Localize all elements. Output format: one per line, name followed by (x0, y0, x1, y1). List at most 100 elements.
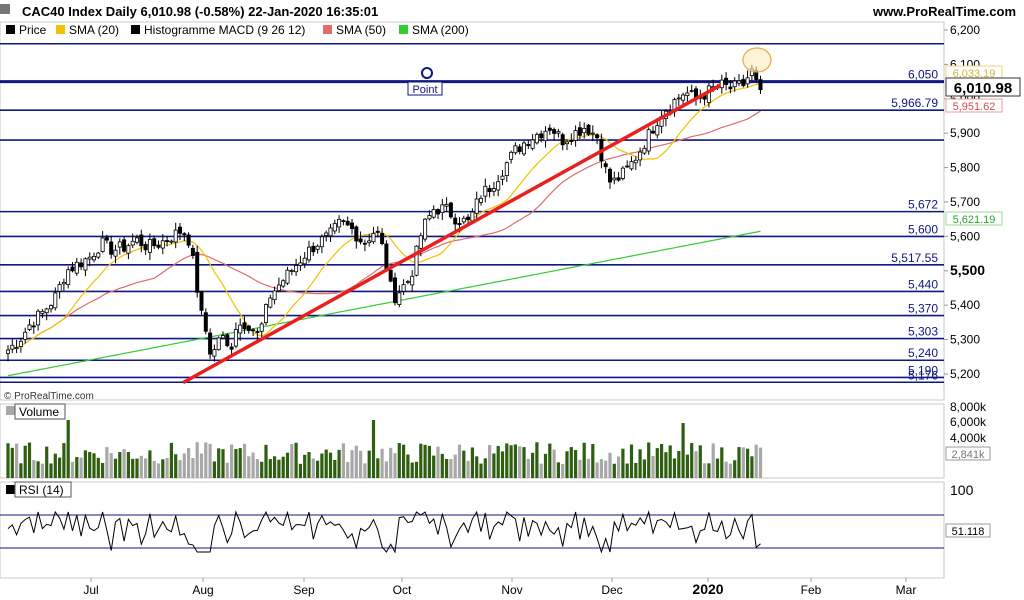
candle-body (349, 222, 354, 230)
volume-bar (488, 444, 492, 478)
volume-bar (212, 461, 216, 478)
candle-body (70, 266, 75, 272)
legend-swatch-sma50 (323, 25, 332, 34)
volume-bar (664, 452, 668, 478)
volume-bar (238, 448, 242, 478)
candle-body (345, 220, 350, 226)
volume-bar (621, 448, 625, 478)
candle-body (6, 349, 11, 354)
candle-body (152, 238, 157, 247)
volume-bar (225, 462, 229, 478)
candle-body (104, 237, 109, 241)
volume-bar (698, 445, 702, 478)
volume-bar (746, 448, 750, 478)
volume-bar (19, 463, 23, 478)
volume-bar (608, 452, 612, 478)
candle-body (294, 265, 299, 273)
volume-bar (328, 452, 333, 478)
candle-body (255, 331, 260, 333)
volume-bar (109, 453, 113, 478)
volume-bar (152, 460, 156, 478)
candle-body (487, 187, 492, 193)
legend: Price SMA (20) Histogramme MACD (9 26 12… (6, 23, 469, 37)
volume-bar (337, 449, 341, 478)
x-tick-label: Sep (293, 583, 315, 597)
candle-body (423, 218, 428, 240)
volume-bar (58, 457, 62, 478)
candle-body (49, 305, 54, 310)
candle-body (522, 142, 527, 155)
volume-bar (479, 463, 483, 478)
x-tick-label: Oct (393, 583, 412, 597)
volume-bar (251, 452, 255, 478)
level-label: 5,370 (908, 302, 938, 316)
volume-bar (741, 447, 745, 478)
highlight-ellipse (742, 47, 772, 73)
candle-body (186, 234, 191, 246)
volume-bar (178, 460, 182, 478)
volume-bar (457, 444, 462, 478)
point-label: Point (412, 84, 437, 96)
level-label: 5,176 (908, 368, 938, 382)
rsi-panel-frame (0, 481, 945, 579)
volume-bar (371, 420, 376, 478)
volume-bar (221, 449, 225, 478)
volume-bar (139, 455, 143, 478)
volume-bar (492, 453, 496, 478)
point-marker[interactable]: Point (407, 67, 443, 96)
volume-bar (475, 456, 479, 478)
volume-bar (672, 458, 677, 478)
level-label: 5,190 (908, 363, 938, 377)
volume-bar (277, 459, 281, 478)
candle-body (246, 325, 251, 331)
volume-bar (728, 463, 732, 478)
candle-body (603, 163, 608, 168)
candle-body (14, 347, 19, 350)
candle-body (126, 245, 131, 254)
candle-body (96, 252, 101, 258)
candles (6, 64, 763, 362)
candle-body (651, 130, 656, 134)
candle-body (18, 340, 23, 347)
candle-body (491, 188, 496, 192)
volume-label: Volume (19, 405, 59, 419)
candle-body (117, 241, 122, 248)
legend-label-sma20: SMA (20) (69, 23, 119, 37)
volume-bar (737, 447, 741, 478)
volume-bar (62, 443, 66, 478)
rsi-panel: RSI (14) 100 51.118 (0, 481, 991, 554)
candle-body (444, 204, 449, 207)
candle-body (435, 209, 440, 215)
candle-body (646, 129, 651, 152)
chart-header: CAC40 Index Daily 6,010.98 (-0.58%) 22-J… (0, 4, 1016, 19)
volume-bar (165, 458, 169, 478)
volume-bar (410, 462, 414, 478)
candle-body (539, 133, 544, 139)
sma50-tag-label: 5,951.62 (953, 101, 996, 113)
volume-bar (694, 451, 698, 478)
volume-bar (604, 460, 608, 478)
legend-label-macd: Histogramme MACD (9 26 12) (144, 23, 305, 37)
candle-body (732, 80, 737, 88)
candle-body (410, 275, 415, 286)
volume-bar (255, 459, 259, 478)
volume-bar (522, 447, 526, 478)
candle-body (745, 77, 750, 85)
website-label[interactable]: www.ProRealTime.com (872, 4, 1016, 19)
volume-bar (629, 444, 634, 478)
volume-bar (595, 462, 599, 478)
volume-bar (715, 458, 720, 478)
volume-bar (36, 461, 40, 478)
trendline[interactable] (182, 83, 722, 385)
volume-bar (208, 443, 212, 478)
volume-bar (591, 444, 595, 478)
level-label: 5,240 (908, 346, 938, 360)
candle-body (388, 269, 393, 282)
x-tick-label: Jul (83, 583, 98, 597)
x-tick-label: Feb (801, 583, 822, 597)
volume-bar (539, 463, 543, 478)
volume-bar (513, 444, 517, 478)
candle-body (225, 334, 230, 347)
candle-body (405, 281, 410, 283)
candle-body (160, 240, 165, 249)
